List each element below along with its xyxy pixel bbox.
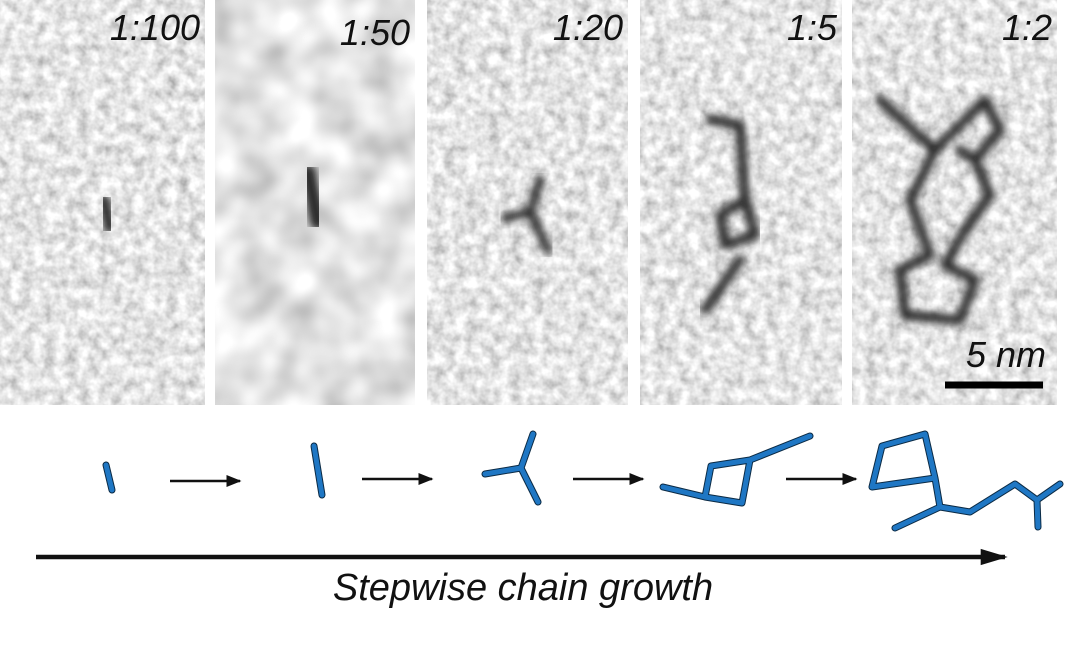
caption: Stepwise chain growth [333, 567, 713, 609]
scale-bar-label: 5 nm [966, 334, 1046, 375]
panel [427, 0, 628, 405]
panel [0, 0, 205, 405]
step-arrows [170, 473, 858, 487]
ratio-label: 1:20 [553, 7, 623, 48]
panel [640, 0, 842, 405]
panel [852, 0, 1057, 405]
ratio-label: 1:50 [340, 12, 410, 53]
panel [215, 0, 415, 405]
ratio-label: 1:2 [1002, 7, 1052, 48]
ratio-label: 1:100 [110, 7, 200, 48]
schematic [102, 430, 1064, 532]
ratio-label: 1:5 [787, 7, 838, 48]
